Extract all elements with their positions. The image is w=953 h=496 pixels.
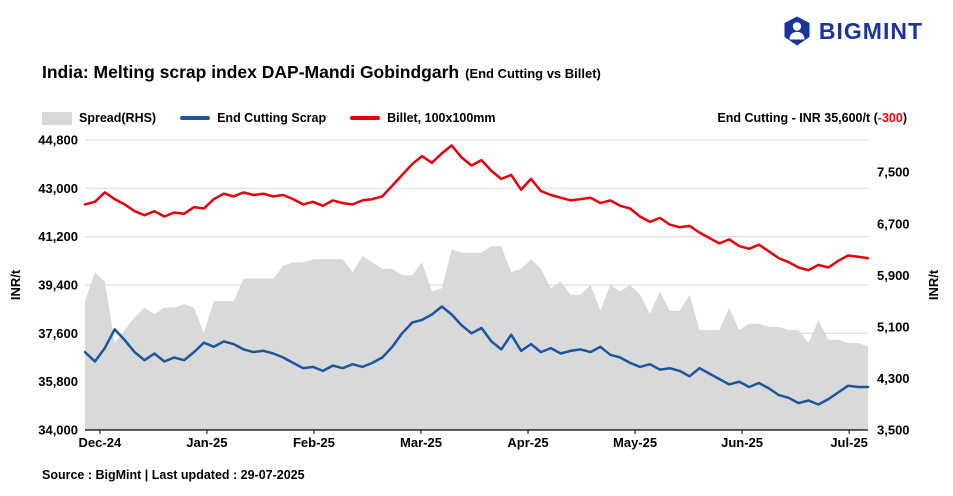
bigmint-logo: BIGMINT [782, 16, 923, 46]
x-axis-tick-label: May-25 [613, 435, 657, 450]
legend-label: End Cutting Scrap [217, 111, 327, 125]
left-axis-tick-label: 35,800 [38, 374, 78, 389]
right-axis-tick-label: 4,300 [877, 371, 910, 386]
right-axis-tick-label: 5,900 [877, 268, 910, 283]
latest-value-annotation: End Cutting - INR 35,600/t (-300) [717, 111, 907, 125]
legend-item-billet: Billet, 100x100mm [350, 111, 496, 125]
legend-label: Billet, 100x100mm [387, 111, 496, 125]
page-title: India: Melting scrap index DAP-Mandi Gob… [42, 62, 601, 83]
end-cutting-line-series [83, 305, 870, 406]
x-axis-tick-label: Dec-24 [79, 435, 122, 450]
legend-item-spread: Spread(RHS) [42, 111, 156, 125]
right-axis-tick-label: 7,500 [877, 165, 910, 180]
x-axis-tick-label: Jun-25 [721, 435, 763, 450]
bigmint-logo-text: BIGMINT [818, 17, 923, 44]
right-axis-tick-label: 5,100 [877, 319, 910, 334]
x-axis-tick-label: Jan-25 [186, 435, 227, 450]
right-axis-tick-label: 3,500 [877, 423, 910, 438]
billet-line-series [83, 144, 870, 272]
left-axis-tick-label: 43,000 [38, 181, 78, 196]
spread-area-swatch [42, 111, 72, 125]
right-axis-tick-label: 6,700 [877, 216, 910, 231]
legend-label: Spread(RHS) [79, 111, 157, 125]
billet-line-swatch [350, 116, 381, 120]
bigmint-logo-icon [782, 16, 812, 46]
legend-item-end-cutting: End Cutting Scrap [180, 111, 326, 125]
annotation-delta: -300 [877, 111, 903, 125]
left-axis-tick-label: 39,400 [38, 278, 78, 293]
left-axis-tick-label: 34,000 [38, 423, 78, 438]
annotation-suffix: ) [902, 111, 907, 125]
left-axis-tick-label: 37,600 [38, 326, 78, 341]
left-axis-tick-label: 41,200 [38, 229, 78, 244]
x-axis-tick-label: Jul-25 [830, 435, 868, 450]
x-axis-tick-label: Feb-25 [293, 435, 335, 450]
chart-title: India: Melting scrap index DAP-Mandi Gob… [42, 62, 460, 82]
annotation-prefix: End Cutting - INR 35,600/t ( [717, 111, 878, 125]
spread-area-series [85, 246, 868, 430]
source-note: Source : BigMint | Last updated : 29-07-… [42, 468, 305, 482]
x-axis-tick-label: Apr-25 [507, 435, 548, 450]
chart-legend: Spread(RHS) End Cutting Scrap Billet, 10… [42, 111, 496, 125]
left-axis-title: INR/t [8, 269, 23, 300]
left-axis-tick-label: 44,800 [38, 133, 78, 148]
x-axis-tick-label: Mar-25 [400, 435, 442, 450]
end-cutting-line-swatch [180, 116, 211, 120]
right-axis-title: INR/t [926, 269, 941, 300]
chart-subtitle: (End Cutting vs Billet) [465, 66, 601, 81]
